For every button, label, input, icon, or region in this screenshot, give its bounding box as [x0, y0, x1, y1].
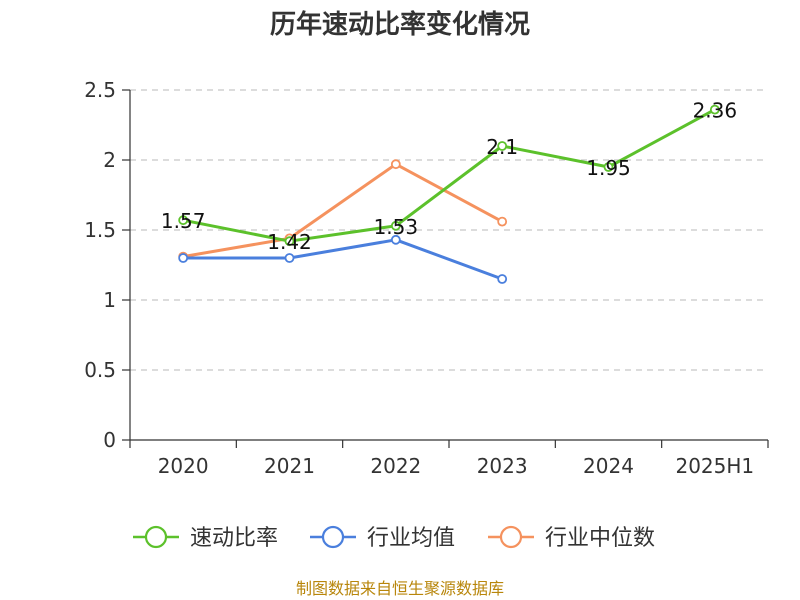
y-tick-label: 0: [103, 428, 116, 452]
y-tick-label: 2.5: [84, 78, 116, 102]
grid-lines: [130, 89, 768, 371]
legend: 速动比率 行业均值 行业中位数: [133, 525, 655, 551]
data-label: 1.95: [586, 156, 631, 180]
legend-label: 速动比率: [190, 526, 278, 551]
x-tick-label: 2022: [370, 454, 421, 478]
data-label: 1.57: [161, 209, 206, 233]
data-label: 1.42: [267, 230, 312, 254]
x-tick-label: 2023: [477, 454, 528, 478]
data-label: 1.53: [374, 215, 419, 239]
data-point: [603, 162, 614, 172]
y-tick-label: 1.5: [84, 218, 116, 242]
source-note: 制图数据来自恒生聚源数据库: [296, 579, 504, 598]
chart-title: 历年速动比率变化情况: [270, 9, 530, 40]
legend-marker: [144, 525, 168, 549]
y-tick-label: 2: [103, 148, 116, 172]
y-tick-label: 0.5: [84, 358, 116, 382]
legend-marker: [499, 525, 523, 549]
x-tick-label: 2020: [158, 454, 209, 478]
data-point: [497, 141, 508, 151]
data-point: [497, 216, 508, 227]
data-point: [390, 159, 401, 170]
data-point: [284, 253, 295, 263]
data-point: [709, 104, 720, 115]
data-label: 2.1: [486, 135, 518, 159]
series-line: [182, 162, 503, 259]
series-line: [182, 108, 716, 243]
legend-label: 行业中位数: [545, 526, 655, 551]
axes: 0 0.5 1 1.5 2 2.5 2020 2021 2022 2023 2024 2025H1: [84, 78, 769, 478]
legend-label: 行业均值: [367, 526, 455, 551]
legend-marker: [321, 525, 345, 549]
x-tick-label: 2024: [583, 454, 634, 478]
series-layer: [178, 104, 720, 284]
data-labels: 1.57 1.42 1.53 2.1 1.95 2.36: [161, 99, 737, 255]
data-point: [178, 215, 189, 226]
data-point: [284, 236, 295, 247]
series-line: [183, 238, 503, 281]
data-point: [390, 220, 401, 231]
data-point: [497, 274, 508, 284]
data-point: [178, 253, 189, 263]
data-point: [390, 234, 401, 245]
x-tick-label: 2025H1: [675, 454, 754, 478]
x-tick-label: 2021: [264, 454, 315, 478]
y-tick-label: 1: [103, 288, 116, 312]
data-label: 2.36: [693, 99, 738, 123]
